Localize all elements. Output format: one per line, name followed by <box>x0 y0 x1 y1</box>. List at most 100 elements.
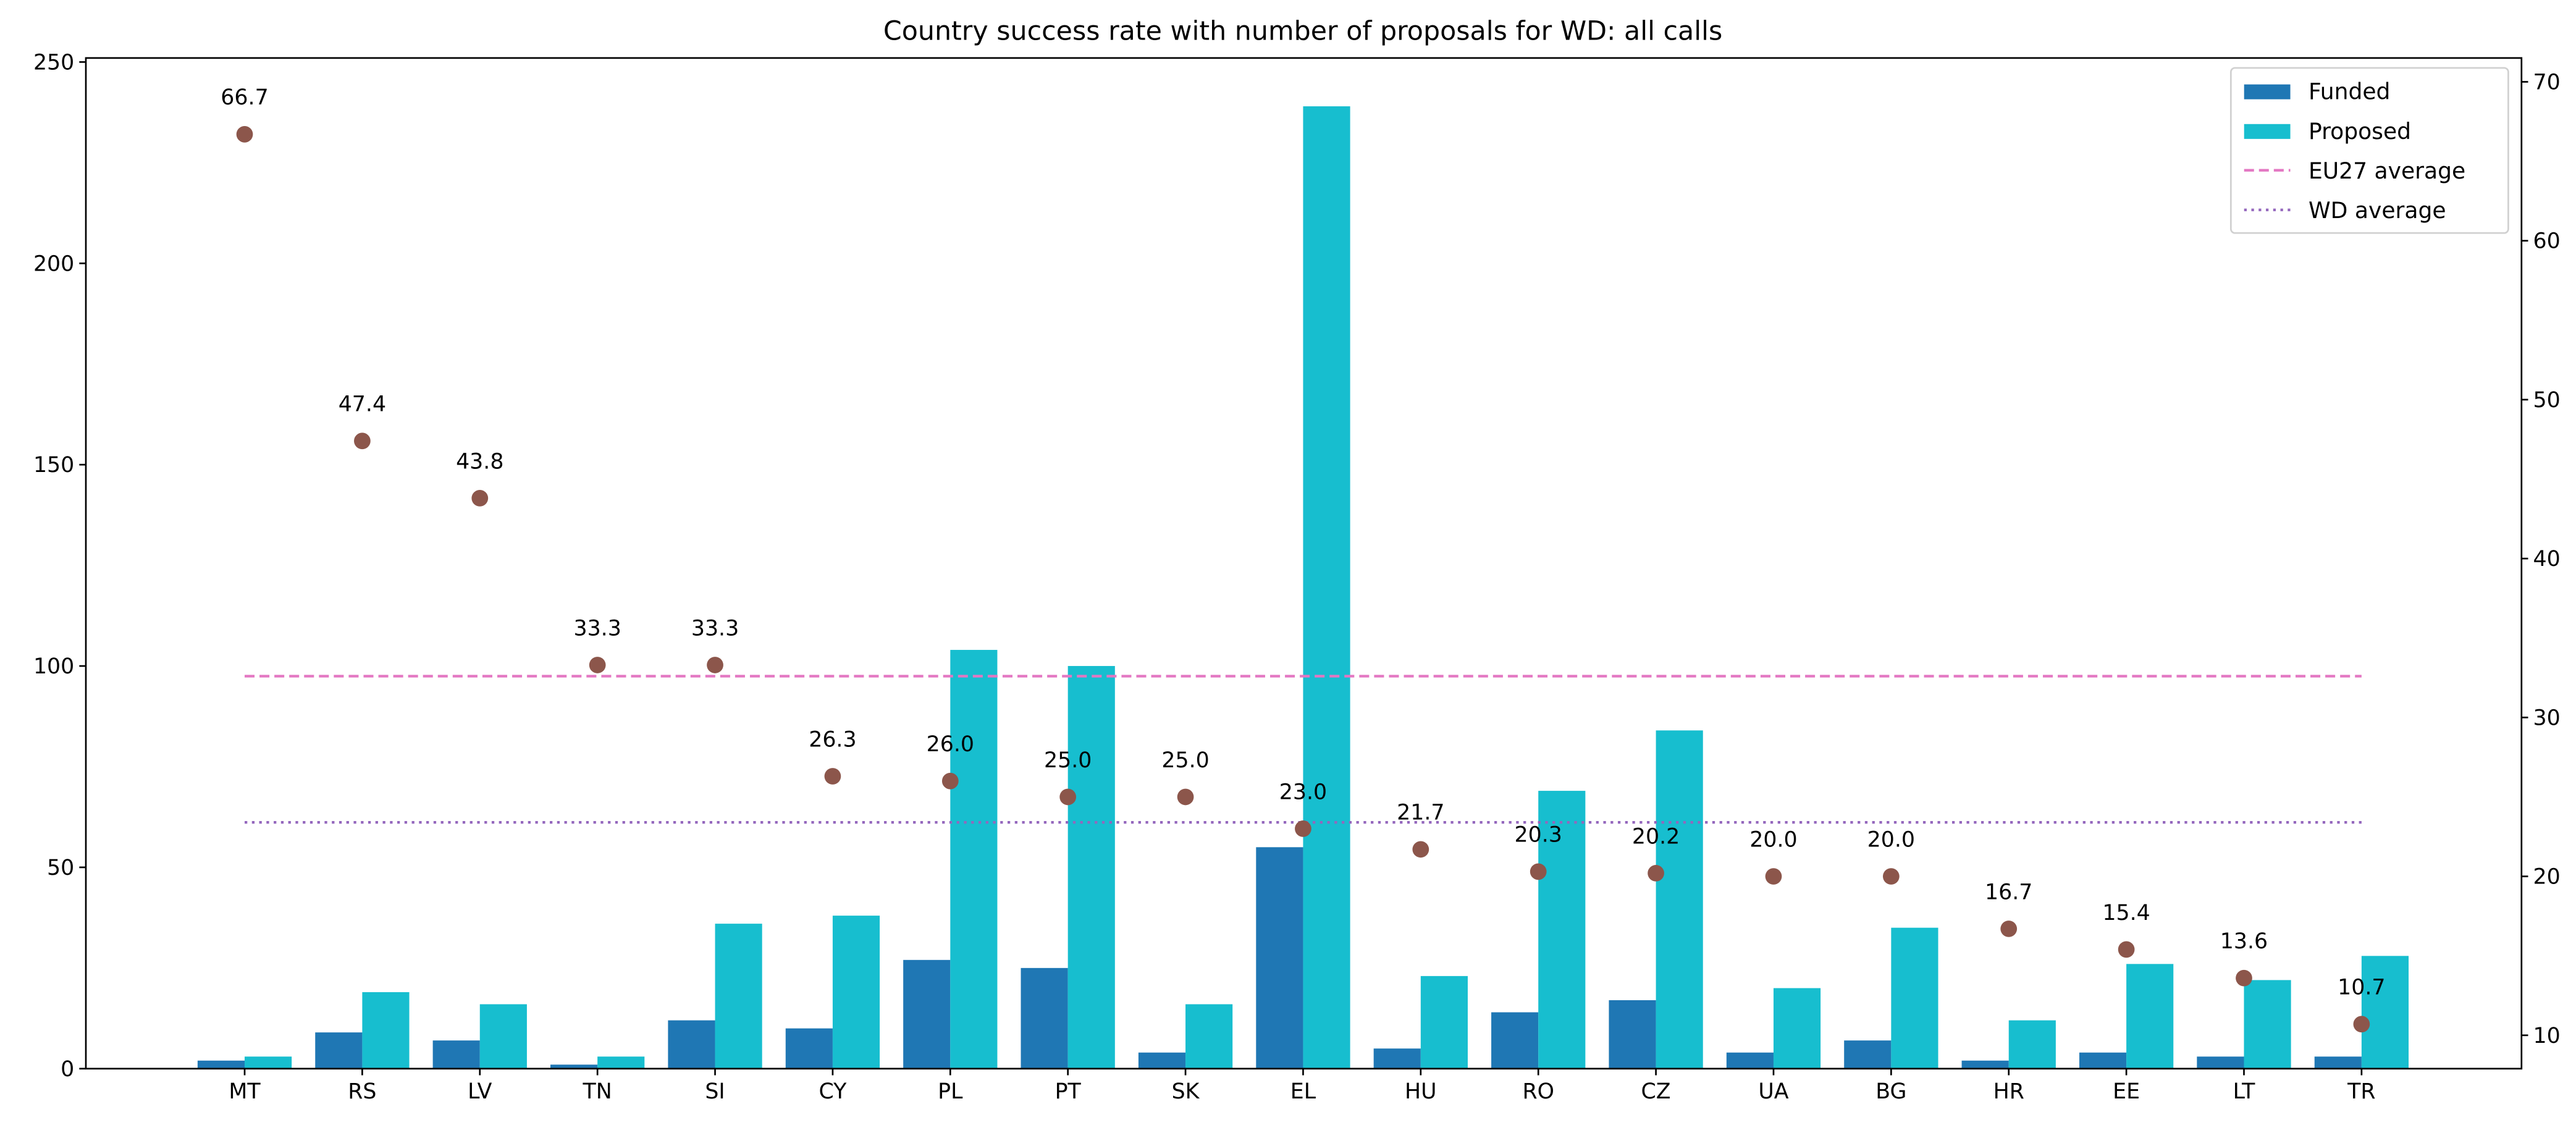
legend-swatch <box>2244 124 2291 139</box>
point-HU <box>1412 841 1429 858</box>
x-tick-label-CY: CY <box>819 1079 847 1104</box>
legend-entry: EU27 average <box>2309 158 2465 184</box>
bars <box>197 106 2409 1069</box>
data-label-PL: 26.0 <box>927 732 974 757</box>
point-RS <box>354 432 371 450</box>
point-SK <box>1177 788 1194 806</box>
x-tick-label-EE: EE <box>2113 1079 2140 1104</box>
y-right-tick-label: 10 <box>2533 1024 2561 1048</box>
data-label-BG: 20.0 <box>1867 827 1915 852</box>
y-tick-label: 50 <box>47 856 74 880</box>
data-label-EE: 15.4 <box>2102 901 2150 925</box>
bar-proposed-RO <box>1538 791 1586 1069</box>
bar-funded-PL <box>903 959 951 1069</box>
legend-entry: Funded <box>2309 79 2391 105</box>
bar-proposed-CZ <box>1656 730 1703 1069</box>
data-label-EL: 23.0 <box>1279 780 1327 804</box>
legend-swatch <box>2244 84 2291 99</box>
y-tick-label: 200 <box>33 251 74 276</box>
y-tick-label: 150 <box>33 453 74 478</box>
bar-funded-UA <box>1726 1052 1774 1069</box>
bar-funded-SK <box>1138 1052 1186 1069</box>
y-right-tick-label: 50 <box>2533 388 2561 413</box>
x-tick-label-RS: RS <box>348 1079 376 1104</box>
point-EE <box>2118 941 2135 958</box>
bar-proposed-SI <box>715 924 762 1069</box>
data-label-RS: 47.4 <box>339 392 386 417</box>
point-LT <box>2236 969 2252 987</box>
point-PT <box>1059 788 1077 806</box>
data-label-CZ: 20.2 <box>1632 824 1680 849</box>
bar-proposed-BG <box>1891 927 1938 1069</box>
x-tick-label-PL: PL <box>938 1079 963 1104</box>
bar-proposed-LT <box>2244 980 2291 1069</box>
bar-funded-LV <box>432 1040 480 1069</box>
y-right-tick-label: 30 <box>2533 706 2561 730</box>
point-RO <box>1530 863 1547 880</box>
point-PL <box>941 772 959 790</box>
bar-proposed-SK <box>1185 1004 1233 1069</box>
data-label-SK: 25.0 <box>1161 748 1209 773</box>
bar-proposed-PL <box>950 649 998 1069</box>
point-UA <box>1765 868 1782 885</box>
x-tick-label-RO: RO <box>1522 1079 1554 1104</box>
data-label-LV: 43.8 <box>456 449 503 474</box>
point-MT <box>236 125 253 143</box>
legend-box <box>2229 67 2509 234</box>
x-tick-label-SK: SK <box>1172 1079 1200 1104</box>
data-label-RO: 20.3 <box>1515 823 1562 848</box>
point-EL <box>1295 820 1311 837</box>
reference-lines <box>245 675 2362 824</box>
data-label-SI: 33.3 <box>691 616 739 641</box>
bar-funded-EL <box>1256 847 1303 1069</box>
point-LV <box>471 490 489 507</box>
bar-funded-PT <box>1021 967 1068 1069</box>
bar-proposed-EL <box>1303 106 1350 1069</box>
bar-funded-BG <box>1844 1040 1892 1069</box>
bar-funded-EE <box>2079 1052 2127 1069</box>
data-label-TR: 10.7 <box>2338 975 2385 1000</box>
bar-proposed-LV <box>479 1004 527 1069</box>
bar-proposed-HU <box>1420 975 1468 1069</box>
point-HR <box>2000 921 2018 937</box>
data-label-CY: 26.3 <box>809 727 856 752</box>
data-label-HR: 16.7 <box>1985 880 2032 904</box>
point-TN <box>589 657 606 673</box>
data-label-LT: 13.6 <box>2220 929 2268 954</box>
bar-funded-CY <box>785 1028 833 1069</box>
data-label-HU: 21.7 <box>1397 801 1444 825</box>
data-label-TN: 33.3 <box>573 616 621 641</box>
data-label-MT: 66.7 <box>221 85 268 110</box>
y-tick-label: 100 <box>33 654 74 679</box>
bar-proposed-MT <box>245 1056 292 1069</box>
axes: 0 50 100 150 200 250 10 20 30 40 50 60 70 MT RS LV TN SI C… <box>33 50 2561 1103</box>
x-tick-label-BG: BG <box>1875 1079 1906 1104</box>
x-tick-label-LV: LV <box>468 1079 492 1104</box>
bar-proposed-PT <box>1067 666 1115 1069</box>
x-tick-label-UA: UA <box>1758 1079 1788 1104</box>
point-TR <box>2353 1016 2370 1033</box>
y-tick-label: 250 <box>33 50 74 75</box>
bar-proposed-UA <box>1773 988 1821 1069</box>
x-tick-label-TR: TR <box>2347 1079 2375 1104</box>
bar-proposed-TR <box>2361 956 2409 1069</box>
y-right-tick-label: 70 <box>2533 70 2561 95</box>
bar-funded-HR <box>1961 1060 2009 1069</box>
bar-funded-TN <box>550 1064 598 1069</box>
data-label-UA: 20.0 <box>1749 827 1797 852</box>
bar-funded-TR <box>2314 1056 2362 1069</box>
x-tick-label-EL: EL <box>1290 1079 1316 1104</box>
point-SI <box>707 657 723 673</box>
legend-entry: Proposed <box>2309 119 2411 145</box>
x-tick-label-MT: MT <box>229 1079 261 1104</box>
bar-proposed-RS <box>362 992 410 1069</box>
bar-funded-RS <box>315 1032 363 1069</box>
bar-funded-MT <box>197 1060 245 1069</box>
bar-proposed-CY <box>832 916 880 1069</box>
bar-funded-HU <box>1373 1048 1421 1069</box>
points: 66.7 47.4 43.8 33.3 33.3 26.3 26.0 25.0 25.0 23.0… <box>221 85 2386 1033</box>
bar-funded-SI <box>668 1020 715 1069</box>
chart-title: Country success rate with number of prop… <box>883 15 1722 46</box>
bar-funded-RO <box>1491 1012 1539 1069</box>
